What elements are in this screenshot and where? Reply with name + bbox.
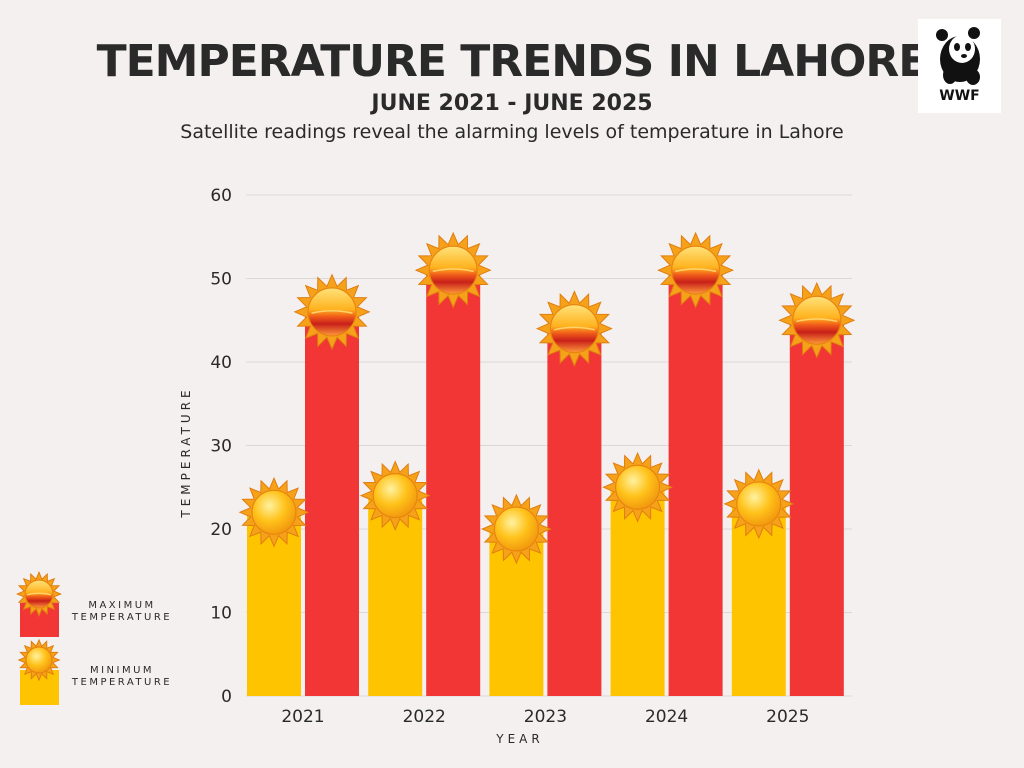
bar-max-temperature: [668, 270, 723, 696]
logo-text: WWF: [939, 88, 980, 104]
x-tick-label: 2022: [403, 707, 446, 727]
axis-layer: YEAR TEMPERATURE 2021 2022 2023 2024 2025: [179, 386, 809, 746]
hot-sun-icon: [657, 231, 735, 309]
legend-label-max-line1: MAXIMUM: [88, 600, 156, 611]
legend-label-min: MINIMUM TEMPERATURE: [62, 665, 182, 689]
legend-label-min-line2: TEMPERATURE: [71, 677, 173, 688]
wwf-logo: WWF: [918, 19, 1001, 113]
chart-subtitle: JUNE 2021 - JUNE 2025: [371, 91, 653, 116]
panda-logo-icon: [936, 27, 980, 85]
legend-label-min-line1: MINIMUM: [89, 665, 155, 676]
bars-layer: [247, 270, 844, 696]
y-tick-label: 20: [210, 520, 232, 540]
hot-sun-icon: [778, 281, 856, 359]
y-tick-label: 60: [210, 186, 232, 206]
legend-label-max-line2: TEMPERATURE: [71, 612, 173, 623]
sun-icon: [359, 460, 431, 531]
sun-icon: [602, 451, 673, 523]
hot-sun-icon: [535, 290, 613, 368]
bar-max-temperature: [547, 328, 602, 696]
y-axis-label: TEMPERATURE: [179, 386, 193, 518]
sun-icon: [238, 476, 310, 548]
sun-icon: [723, 468, 795, 540]
y-tick-label: 40: [210, 353, 232, 373]
y-tick-label: 50: [210, 270, 232, 290]
x-tick-label: 2024: [645, 707, 688, 727]
chart-description: Satellite readings reveal the alarming l…: [180, 121, 844, 143]
chart-title: TEMPERATURE TRENDS IN LAHORE: [96, 36, 929, 87]
hot-sun-icon: [414, 231, 492, 309]
y-tick-label: 30: [210, 437, 232, 457]
hot-sun-icon: [16, 571, 62, 617]
y-tick-label: 0: [221, 687, 232, 707]
sun-icon: [481, 493, 552, 565]
hot-sun-icon: [293, 273, 371, 351]
bar-max-temperature: [789, 320, 844, 696]
suns-layer: [238, 231, 856, 565]
x-tick-label: 2023: [524, 707, 567, 727]
y-tick-label: 10: [210, 604, 232, 624]
bar-max-temperature: [426, 270, 481, 696]
legend-label-max: MAXIMUM TEMPERATURE: [62, 600, 182, 624]
bar-max-temperature: [305, 311, 359, 696]
legend: [16, 571, 62, 705]
sun-icon: [17, 638, 61, 682]
x-tick-label: 2021: [281, 707, 324, 727]
x-axis-label: YEAR: [495, 732, 543, 746]
x-tick-label: 2025: [766, 707, 809, 727]
